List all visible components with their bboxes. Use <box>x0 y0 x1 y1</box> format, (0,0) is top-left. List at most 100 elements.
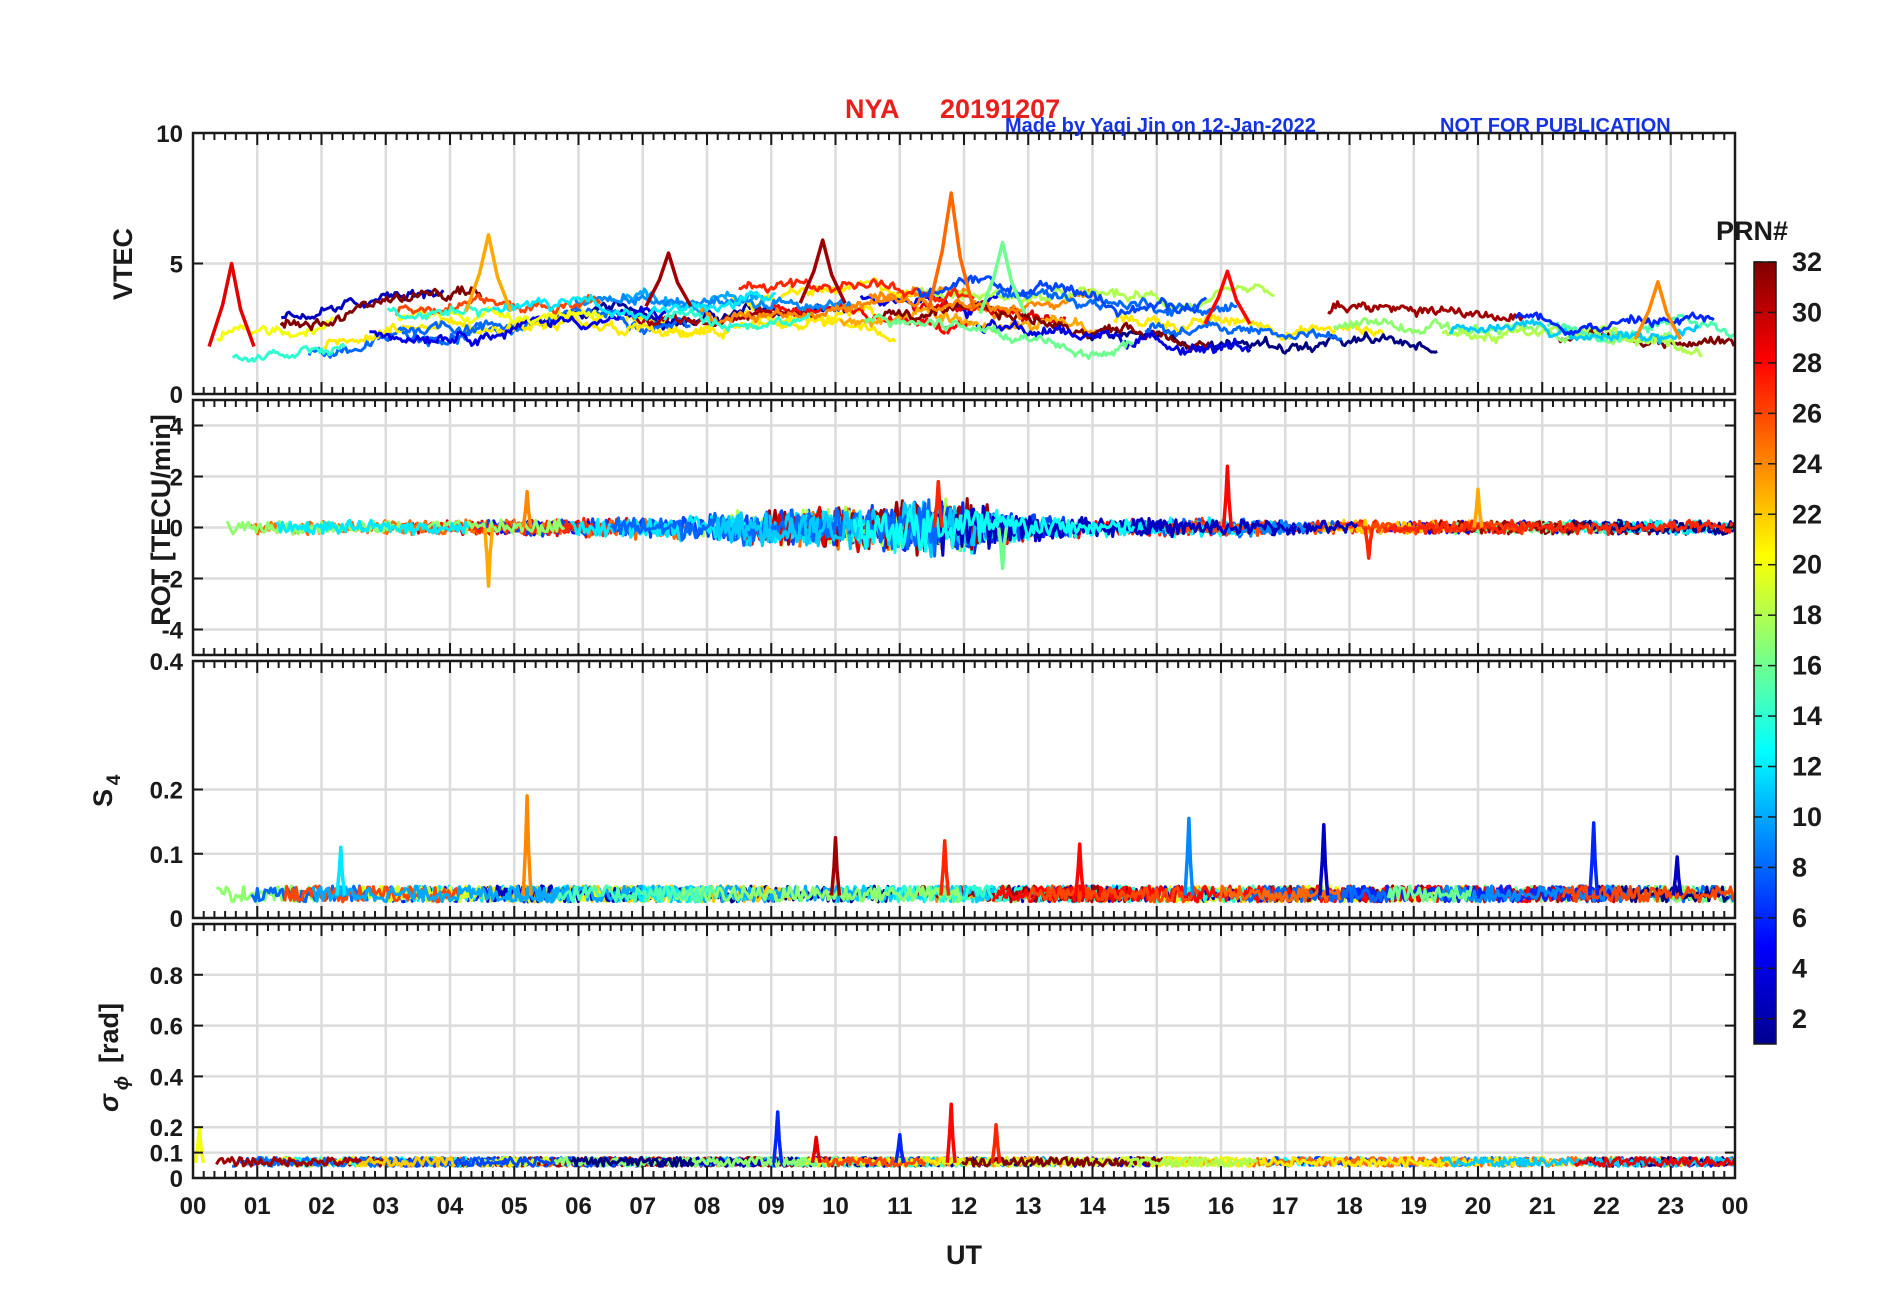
x-tick-label: 21 <box>1529 1193 1556 1220</box>
peak-mark <box>1203 269 1252 325</box>
colorbar-tick-label: 14 <box>1792 701 1822 731</box>
y-tick-label: 4 <box>170 414 184 441</box>
vtec-ylabel: VTEC <box>108 228 138 300</box>
panel-vtec-traces <box>207 191 1735 363</box>
sigma-ylabel-sub: ϕ <box>112 1076 133 1090</box>
data-traces <box>193 191 1735 1168</box>
x-tick-label: 20 <box>1465 1193 1492 1220</box>
prn-trace <box>914 283 1275 313</box>
y-tick-label: -4 <box>162 618 184 645</box>
prn-trace <box>839 884 997 904</box>
x-tick-label: 23 <box>1657 1193 1684 1220</box>
colorbar-tick-label: 12 <box>1792 752 1822 782</box>
prn-trace <box>1258 1155 1562 1168</box>
y-tick-label: 0.4 <box>150 1064 184 1091</box>
peak-mark <box>207 261 256 348</box>
x-tick-label: 03 <box>372 1193 399 1220</box>
peak-mark <box>978 240 1027 315</box>
prn-trace <box>231 342 346 363</box>
peak-mark <box>644 251 693 308</box>
colorbar-tick-label: 18 <box>1792 600 1822 630</box>
prn-trace <box>1127 1156 1259 1168</box>
prn-trace <box>625 306 816 327</box>
prn-trace <box>311 884 573 904</box>
y-tick-label: 0.6 <box>150 1014 183 1041</box>
x-tick-label: 08 <box>694 1193 721 1220</box>
colorbar-tick-label: 26 <box>1792 398 1822 428</box>
peak-mark <box>193 1125 206 1164</box>
colorbar-tick-label: 20 <box>1792 550 1822 580</box>
peak-mark <box>1472 487 1484 528</box>
prn-trace <box>573 293 858 312</box>
prn-trace <box>738 277 975 305</box>
grid-lines <box>193 133 1735 1178</box>
x-tick-label: 14 <box>1079 1193 1106 1220</box>
x-axis-label: UT <box>946 1240 982 1270</box>
peak-mark <box>1221 464 1234 528</box>
colorbar-tick-label: 32 <box>1792 247 1822 277</box>
peak-mark <box>894 1133 906 1164</box>
x-tick-label: 05 <box>501 1193 528 1220</box>
prn-trace <box>216 316 335 342</box>
y-tick-label: 0 <box>170 1166 183 1193</box>
s4-ylabel-sub: 4 <box>104 774 125 785</box>
x-tick-label: 00 <box>1722 1193 1749 1220</box>
peak-mark <box>464 233 513 313</box>
prn-trace <box>491 290 776 321</box>
prn-trace <box>215 1156 388 1168</box>
x-tick-label: 19 <box>1400 1193 1427 1220</box>
peak-mark <box>932 479 944 528</box>
prn-trace <box>1026 884 1201 904</box>
colorbar-label: PRN# <box>1716 216 1788 246</box>
x-tick-label: 02 <box>308 1193 335 1220</box>
prn-trace <box>570 1156 695 1168</box>
y-tick-label: 0.4 <box>150 649 184 676</box>
peak-mark <box>1633 280 1682 341</box>
x-tick-label: 22 <box>1593 1193 1620 1220</box>
prn-trace <box>358 1156 457 1168</box>
y-tick-label: 0 <box>170 516 183 543</box>
credit-text: Made by Yaqi Jin on 12-Jan-2022 <box>1005 115 1316 137</box>
colorbar-tick-label: 2 <box>1792 1004 1807 1034</box>
peak-mark <box>829 835 842 896</box>
prn-trace <box>556 884 715 904</box>
colorbar-tick-label: 28 <box>1792 348 1822 378</box>
prn-trace <box>609 498 944 558</box>
colorbar-tick-label: 6 <box>1792 903 1807 933</box>
peak-mark <box>772 1110 784 1163</box>
peak-mark <box>1363 527 1375 560</box>
y-tick-label: 0.1 <box>150 1141 183 1168</box>
y-tick-label: 0.8 <box>150 963 183 990</box>
prn-trace <box>1144 320 1342 342</box>
peak-mark <box>521 794 533 896</box>
colorbar-tick-label: 24 <box>1792 449 1822 479</box>
x-tick-label: 00 <box>180 1193 207 1220</box>
colorbar-tick-label: 30 <box>1792 297 1822 327</box>
y-tick-label: 0.1 <box>150 842 183 869</box>
prn-trace <box>851 508 1136 554</box>
x-tick-label: 09 <box>758 1193 785 1220</box>
prn-trace <box>275 518 470 536</box>
x-tick-label: 10 <box>822 1193 849 1220</box>
prn-trace <box>863 313 1135 361</box>
prn-trace <box>699 292 1023 326</box>
peak-mark <box>521 490 533 528</box>
prn-trace <box>279 285 483 332</box>
colorbar-tick-label: 10 <box>1792 802 1822 832</box>
colorbar-tick-label: 4 <box>1792 953 1807 983</box>
x-tick-label: 07 <box>629 1193 656 1220</box>
peak-mark <box>798 238 847 304</box>
peak-mark <box>990 1122 1002 1164</box>
x-tick-label: 15 <box>1143 1193 1170 1220</box>
x-tick-label: 16 <box>1208 1193 1235 1220</box>
y-tick-label: 0 <box>170 382 183 409</box>
prn-trace <box>1573 1156 1735 1168</box>
y-tick-label: 2 <box>170 465 183 492</box>
prn-trace <box>670 884 963 903</box>
panel-rot-traces <box>225 464 1735 588</box>
x-tick-label: 04 <box>437 1193 464 1220</box>
prn-trace <box>386 304 492 321</box>
peak-mark <box>996 527 1009 571</box>
